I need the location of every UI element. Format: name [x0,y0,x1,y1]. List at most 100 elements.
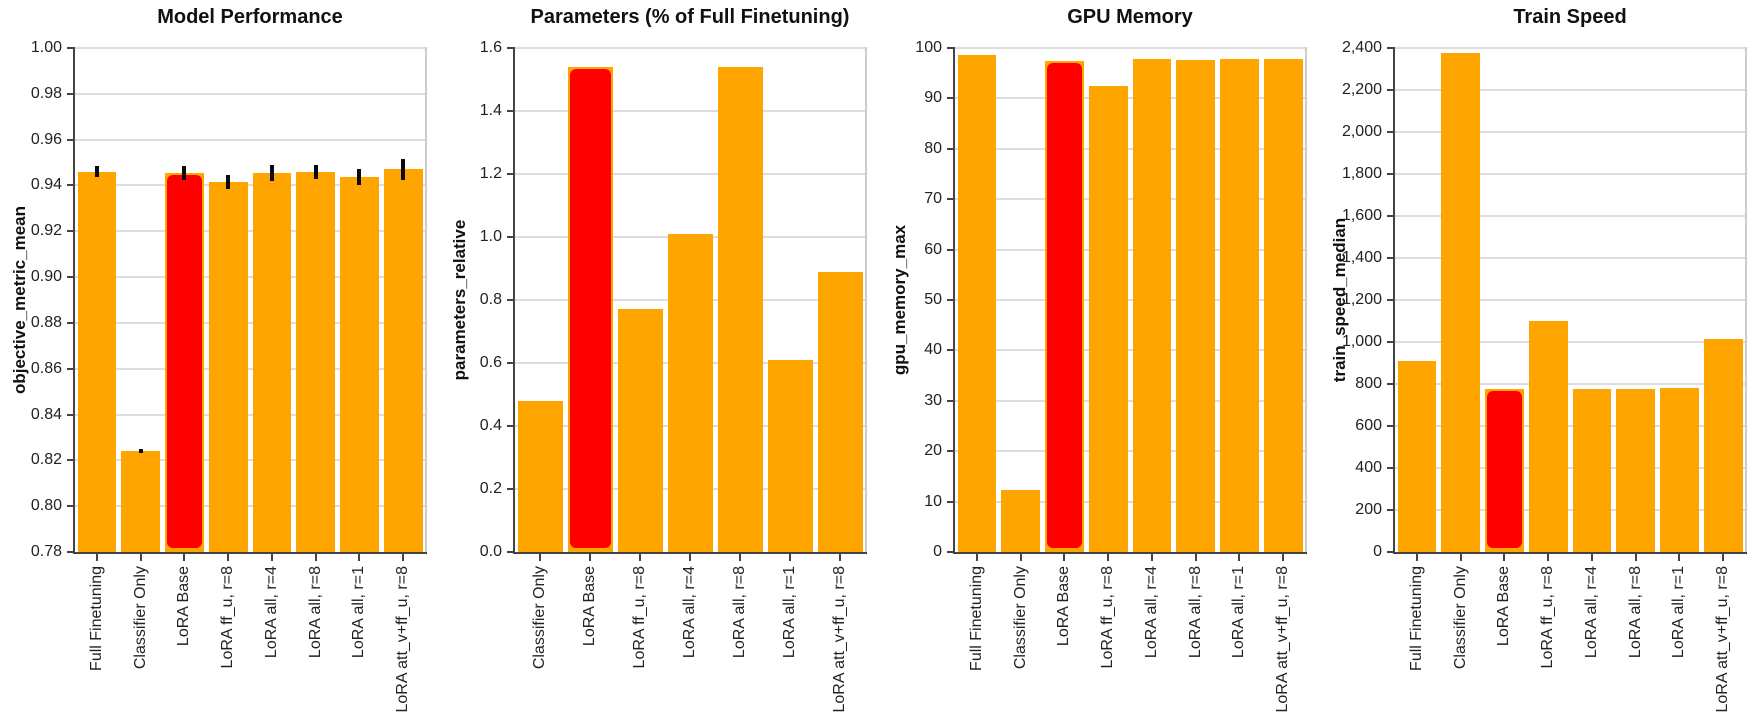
y-tick-mark [1387,509,1395,511]
y-tick-mark [507,173,515,175]
x-tick-mark [639,554,641,561]
bar [1528,321,1568,552]
y-tick-mark [947,551,955,553]
y-tick-mark [67,321,75,324]
y-tick-mark [1387,383,1395,385]
x-category-label: Full Finetuning [87,566,105,671]
y-tick-label: 200 [1355,501,1382,518]
x-axis-line [513,552,867,554]
x-tick-mark [589,554,591,561]
y-tick-label: 400 [1355,459,1382,476]
x-tick-mark [1150,554,1153,561]
y-tick-label: 10 [924,492,942,510]
gridline [955,198,1305,201]
bar-highlight-overlay [1487,391,1522,548]
y-tick-mark [67,276,75,279]
x-tick-mark [95,554,98,561]
y-tick-mark [507,110,515,112]
y-tick-mark [947,299,955,301]
plot-border-right [1305,47,1307,552]
y-tick-mark [1387,257,1395,259]
chart-panel-train-speed: Train Speed train_speed_median 0 200 400 60… [1320,0,1760,724]
plot-border-right [865,47,867,552]
bar-highlight-overlay [1047,63,1082,548]
y-tick-label: 1,800 [1341,165,1382,182]
y-tick-mark [947,248,955,251]
y-tick-label: 0.82 [30,451,62,469]
gridline [955,399,1305,402]
x-tick-mark [1194,554,1197,561]
error-bar [269,164,274,181]
gridline [515,173,865,175]
x-category-label: LoRA all, r=8 [1626,566,1644,659]
y-tick-mark [947,450,955,453]
x-tick-mark [1107,554,1110,561]
x-category-label: LoRA all, r=8 [1186,566,1204,659]
x-category-label: LoRA all, r=1 [781,566,798,659]
x-category-label: LoRA all, r=4 [681,566,698,659]
y-tick-mark [1387,467,1395,469]
bar [1001,490,1040,552]
x-tick-mark [1063,554,1066,561]
gridline [955,248,1305,251]
y-tick-mark [1387,173,1395,175]
y-tick-label: 0.88 [30,313,62,331]
x-category-label: LoRA att_v+ff_u, r=8 [1714,566,1732,713]
error-bar [182,165,187,180]
y-tick-label: 0.2 [479,480,502,497]
gridline [955,299,1305,301]
y-tick-label: 2,400 [1341,39,1382,56]
y-tick-label: 0.78 [30,543,62,560]
x-category-label: LoRA ff_u, r=8 [631,566,648,669]
y-tick-label: 80 [924,139,942,157]
x-tick-mark [1415,554,1418,561]
chart-title: GPU Memory [1067,6,1193,28]
chart-panel-model-performance: Model Performance objective_metric_mean … [0,0,440,724]
gridline [1395,467,1745,469]
gridline [1395,341,1745,343]
x-category-label: LoRA ff_u, r=8 [219,566,237,669]
gridline [1395,383,1745,385]
gridline [75,413,425,416]
x-category-label: LoRA ff_u, r=8 [1099,566,1117,669]
y-axis-line [73,47,75,554]
y-tick-mark [507,47,515,49]
chart-title: Model Performance [157,6,343,28]
x-axis-line [73,552,427,554]
x-category-label: LoRA ff_u, r=8 [1539,566,1557,669]
y-tick-mark [1387,551,1395,553]
y-tick-label: 0.98 [30,84,62,102]
y-tick-mark [67,505,75,508]
gridline [1395,425,1745,427]
gridline [75,230,425,233]
error-bar [94,165,99,178]
bar [717,66,763,552]
y-tick-mark [947,97,955,100]
x-tick-mark [314,554,317,561]
y-tick-label: 1.00 [30,39,62,56]
gridline [75,459,425,462]
x-category-label: Classifier Only [1011,566,1029,670]
gridline [75,47,425,49]
x-tick-mark [1634,554,1637,561]
bar [957,55,997,552]
x-tick-mark [689,554,691,561]
gridline [1395,131,1745,133]
y-tick-label: 2,200 [1341,81,1382,98]
y-tick-label: 0.80 [30,497,62,515]
y-tick-label: 60 [924,240,942,258]
y-tick-mark [947,500,955,503]
bar [1220,59,1259,552]
x-category-label: Classifier Only [1451,566,1469,670]
gridline [75,92,425,95]
x-tick-mark [1282,554,1285,561]
y-tick-mark [507,551,515,553]
x-tick-mark [1459,554,1462,561]
gridline [75,276,425,279]
y-tick-label: 600 [1355,417,1382,434]
bar-highlighted [1485,389,1524,552]
y-tick-label: 30 [924,391,942,409]
bar [1088,86,1128,552]
gridline [75,367,425,370]
bar [296,171,335,552]
